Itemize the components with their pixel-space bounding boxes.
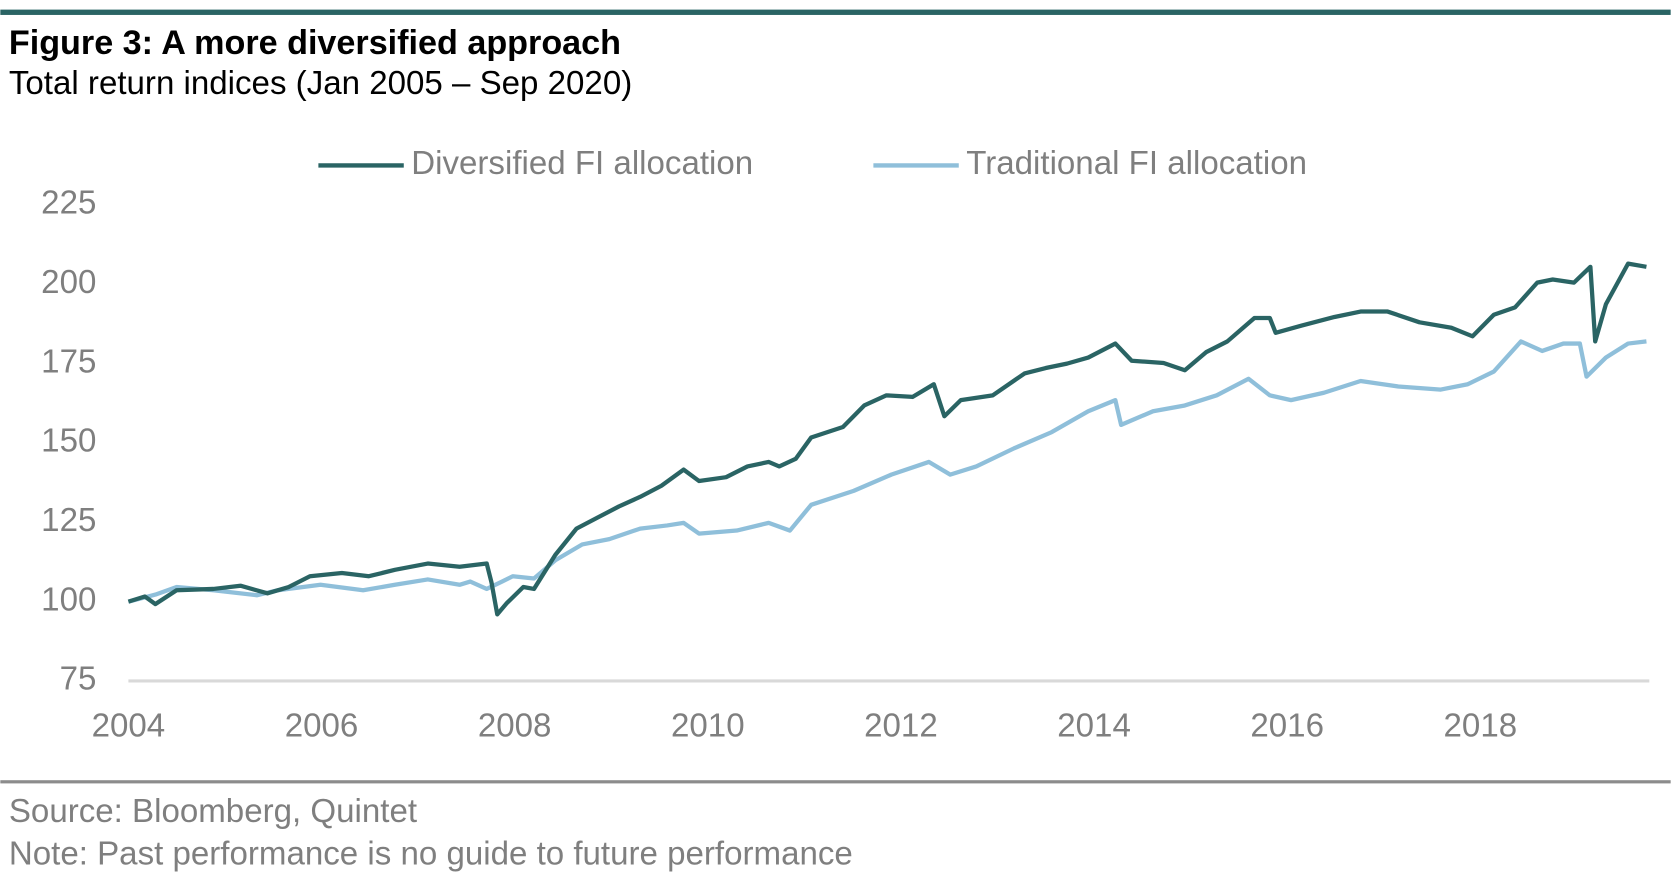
y-tick-label: 225	[41, 185, 96, 222]
y-tick-label: 150	[41, 423, 96, 460]
legend-label: Traditional FI allocation	[966, 145, 1307, 182]
y-tick-label: 175	[41, 343, 96, 380]
y-tick-label: 100	[41, 581, 96, 618]
x-tick-label: 2004	[92, 708, 166, 745]
x-tick-label: 2008	[478, 708, 552, 745]
x-tick-label: 2014	[1057, 708, 1131, 745]
x-tick-label: 2016	[1250, 708, 1324, 745]
x-tick-label: 2010	[671, 708, 745, 745]
legend-label: Diversified FI allocation	[411, 145, 753, 182]
x-tick-label: 2006	[285, 708, 359, 745]
note: Note: Past performance is no guide to fu…	[9, 836, 853, 873]
source: Source: Bloomberg, Quintet	[9, 793, 417, 830]
y-tick-label: 125	[41, 502, 96, 539]
x-tick-label: 2018	[1444, 708, 1518, 745]
series-line	[127, 261, 1647, 617]
chart-title: Figure 3: A more diversified approach	[9, 24, 621, 62]
x-tick-label: 2012	[864, 708, 938, 745]
top-rule	[0, 9, 1671, 15]
bottom-rule	[0, 780, 1671, 784]
chart-subtitle: Total return indices (Jan 2005 – Sep 202…	[9, 65, 632, 102]
y-tick-label: 75	[60, 661, 97, 698]
y-tick-label: 200	[41, 264, 96, 301]
series-line	[127, 339, 1647, 604]
